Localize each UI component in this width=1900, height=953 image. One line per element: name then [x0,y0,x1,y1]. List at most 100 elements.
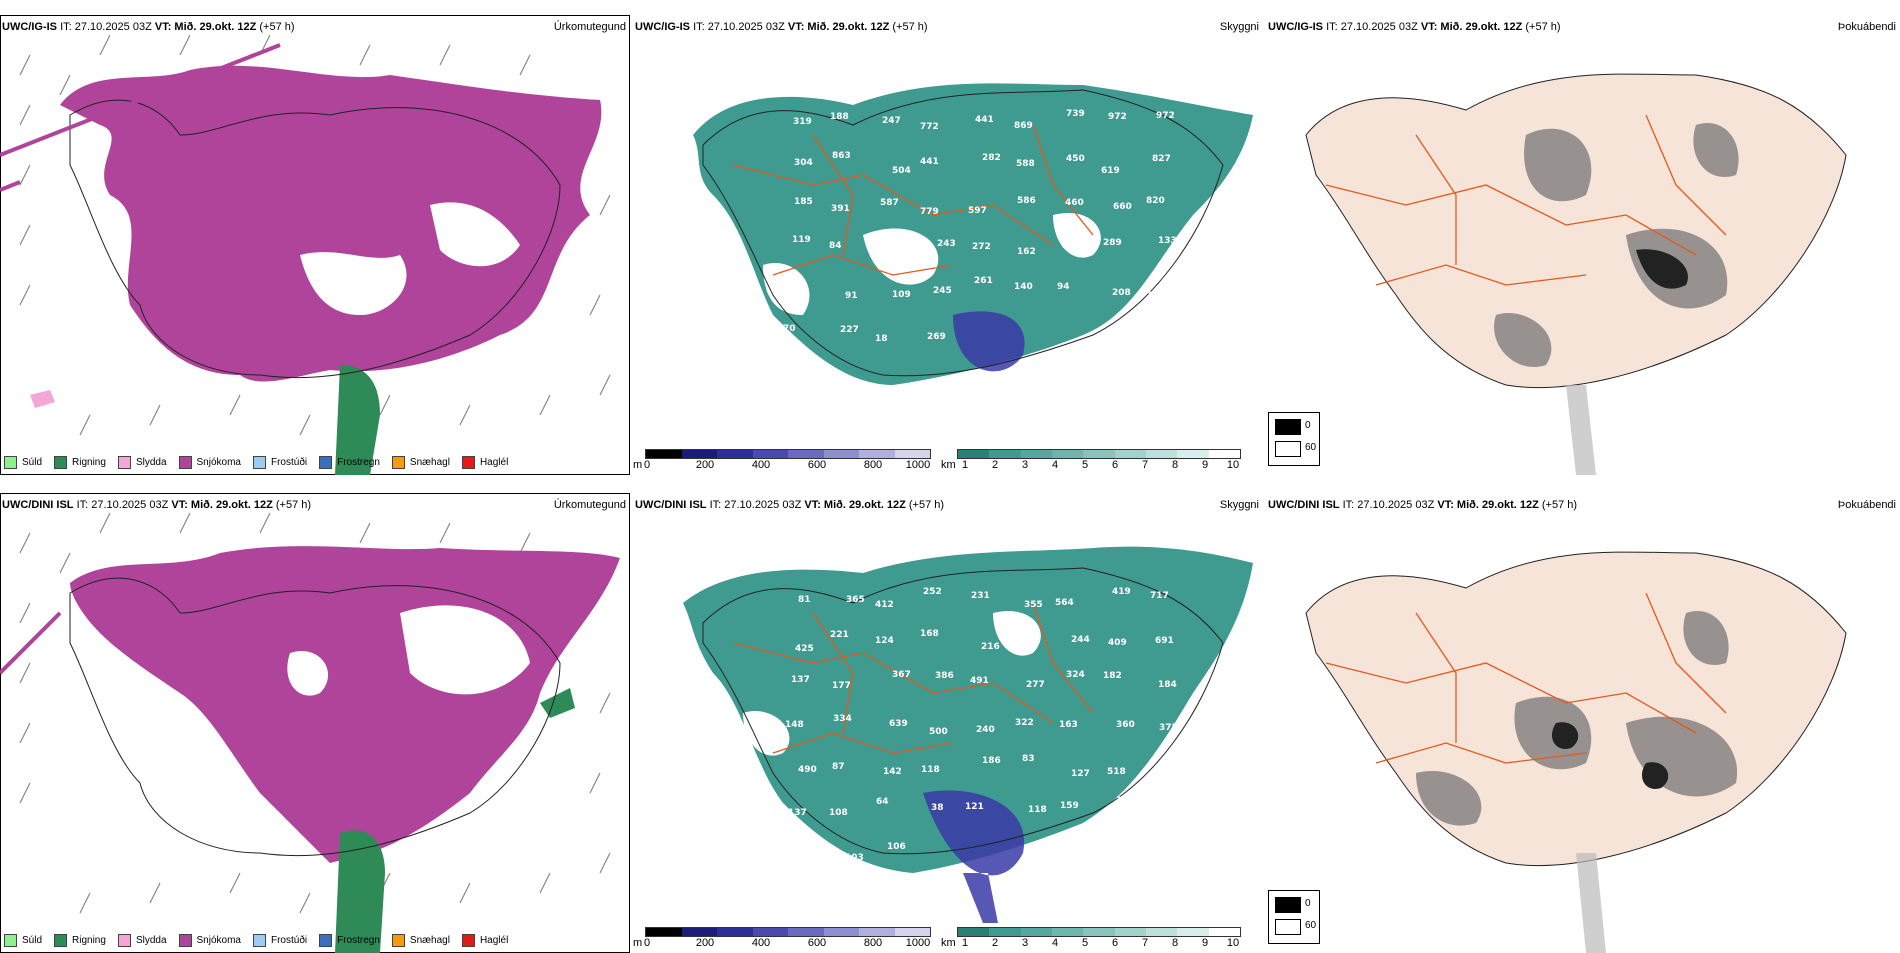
cloud-height-label: 441 [920,157,939,167]
no-precip-area [287,651,329,696]
cloud-height-label: 142 [883,767,902,777]
precip-panel-row2: UWC/DINI ISL IT: 27.10.2025 03Z VT: Mið.… [0,493,630,953]
cloud-height-label: 137 [791,675,810,685]
cloud-height-label: 91 [845,291,858,301]
legend-item-snow-grains: Snæhagl [391,456,450,469]
cloud-height-label: 319 [793,117,812,127]
precip-map [0,34,611,475]
cloud-height-label: 277 [1026,680,1045,690]
cloud-height-label: 118 [1028,805,1047,815]
panel-type-title: Þokuábendi [1837,21,1896,33]
cloud-height-label: 140 [1014,282,1033,292]
panel-header: UWC/DINI ISL IT: 27.10.2025 03Z VT: Mið.… [2,499,312,511]
panel-type-title: Þokuábendi [1837,499,1896,511]
cloud-height-label: 820 [1146,196,1165,206]
fog-legend-row1: 0 60 [1268,412,1320,466]
panel-header: UWC/IG-IS IT: 27.10.2025 03Z VT: Mið. 29… [1268,21,1561,33]
cloud-height-label: 177 [832,681,851,691]
fog-streak [1576,853,1606,953]
cloud-height-label: 163 [1059,720,1078,730]
cloud-height-label: 450 [1066,154,1085,164]
cloud-height-label: 322 [1015,718,1034,728]
height-colorbar: m 0 200 400 600 800 1000 [633,927,933,951]
cloud-height-label: 133 [1158,236,1177,246]
legend-item-hail: Haglél [461,934,508,947]
legend-item-freezing-rain: Frostregn [319,934,380,947]
no-precip-area [430,202,520,267]
cloud-height-label: 18 [875,334,888,344]
cloud-height-label: 127 [1071,769,1090,779]
visibility-field [693,83,1253,386]
cloud-height-label: 118 [921,765,940,775]
cloud-height-label: 212 [887,244,906,254]
cloud-height-label: 324 [1066,670,1085,680]
cloud-height-label: 108 [829,808,848,818]
cloud-height-label: 399 [1016,641,1035,651]
visibility-map: 319 188 247 772 441 869 739 972 972 304 863 504 441 2… [693,83,1253,386]
cloud-height-label: 109 [892,290,911,300]
cloud-height-label: 660 [1113,202,1132,212]
cloud-height-label: 504 [892,166,911,176]
cloud-height-label: 391 [831,204,850,214]
roads [1325,114,1727,286]
cloud-height-label: 739 [1066,109,1085,119]
legend-item-freezing-drizzle: Frostúði [252,934,307,947]
cloud-height-label: 208 [1112,288,1131,298]
cloud-height-label: 159 [1060,801,1079,811]
cloud-height-label: 182 [1103,671,1122,681]
cloud-height-label: 261 [974,276,993,286]
panel-header: UWC/IG-IS IT: 27.10.2025 03Z VT: Mið. 29… [635,21,928,33]
coastline [69,577,561,857]
cloud-height-label: 869 [1014,121,1033,131]
legend-item-sleet: Slydda [117,456,167,469]
low-cloud-area [923,790,1025,923]
legend-item-snow: Snjókoma [178,934,241,947]
cloud-height-label: 491 [970,676,989,686]
panel-type-title: Úrkomutegund [553,499,626,511]
cloud-height-label: 334 [833,714,852,724]
panel-type-title: Úrkomutegund [553,21,626,33]
panel-header: UWC/DINI ISL IT: 27.10.2025 03Z VT: Mið.… [635,499,945,511]
legend-item-drizzle: Súld [4,456,42,469]
cloud-height-label: 827 [1152,154,1171,164]
cloud-height-label: 272 [972,242,991,252]
clear-area [763,213,1101,315]
sleet-area [30,390,55,408]
cloud-height-label: 375 [1159,723,1178,733]
legend-item-snow-grains: Snæhagl [391,934,450,947]
cloud-height-label: 103 [845,853,864,863]
cloud-height-label: 207 [1158,804,1177,814]
rain-area [335,830,385,953]
visibility-panel-row1: UWC/IG-IS IT: 27.10.2025 03Z VT: Mið. 29… [633,15,1263,475]
cloud-height-label: 80 [1148,291,1161,301]
cloud-height-label: 38 [931,803,944,813]
dense-fog-area [1636,249,1688,289]
rain-area [335,365,380,475]
panel-header: UWC/IG-IS IT: 27.10.2025 03Z VT: Mið. 29… [2,21,295,33]
cloud-height-label: 419 [1112,587,1131,597]
low-cloud-area [953,311,1025,372]
cloud-height-labels: 319 188 247 772 441 869 739 972 972 304 863 504 441 2… [783,109,1177,344]
cloud-height-label: 188 [830,112,849,122]
roads [732,602,1094,754]
cloud-height-label: 83 [1022,754,1035,764]
cloud-height-label: 121 [965,802,984,812]
legend-item-hail: Haglél [461,456,508,469]
cloud-height-label: 90 [798,849,811,859]
cloud-height-label: 518 [1107,767,1126,777]
snow-area [70,546,620,863]
coastline [702,89,1224,377]
no-precip-area [400,605,530,695]
cloud-height-label: 972 [1108,112,1127,122]
height-colorbar: m 0 200 400 600 800 1000 [633,449,933,473]
visibility-colorbar: km 1 2 3 4 5 6 7 8 9 10 [941,449,1241,473]
cloud-height-label: 186 [982,756,1001,766]
cloud-height-label: 500 [929,727,948,737]
cloud-height-label: 717 [1150,591,1169,601]
cloud-height-label: 162 [1017,247,1036,257]
cloud-height-label: 245 [933,286,952,296]
cloud-height-label: 779 [920,207,939,217]
cloud-height-label: 564 [1055,598,1074,608]
cloud-height-label: 269 [927,332,946,342]
snow-area [60,65,602,382]
